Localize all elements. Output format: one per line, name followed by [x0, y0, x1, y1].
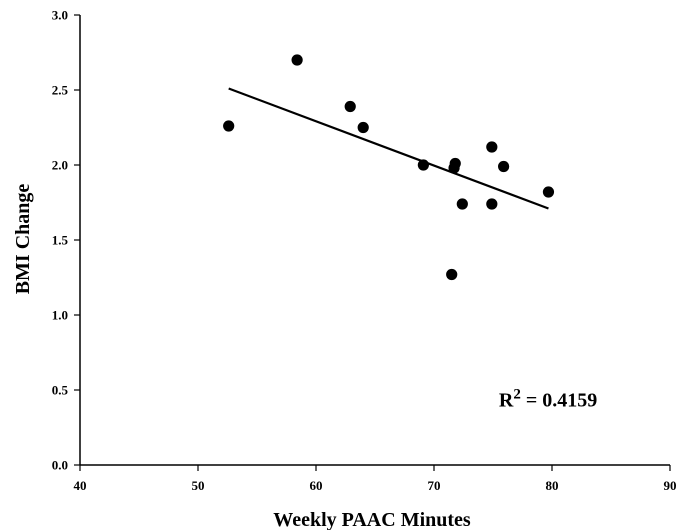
data-point: [542, 186, 555, 198]
data-point: [223, 120, 235, 132]
y-tick-label: 0.0: [52, 458, 68, 473]
x-tick-label: 70: [428, 478, 441, 493]
y-tick-label: 2.0: [52, 158, 68, 173]
x-axis-title: Weekly PAAC Minutes: [273, 509, 471, 530]
r-squared-annotation: R2 = 0.4159: [499, 387, 597, 412]
data-point: [291, 54, 303, 66]
x-tick-label: 40: [74, 478, 87, 493]
y-tick-label: 2.5: [52, 83, 69, 98]
data-point: [417, 159, 429, 171]
tick-marks: [74, 14, 671, 471]
data-points: [223, 54, 555, 281]
trend-line: [228, 87, 549, 210]
x-tick-label: 90: [664, 478, 677, 493]
data-point: [449, 157, 461, 170]
data-point: [456, 198, 468, 210]
y-tick-label: 0.5: [52, 383, 69, 398]
tick-labels: 40 50 60 70 80 90 0.0 0.5 1.0 1.5 2.0 2.5 3.0: [52, 8, 677, 494]
data-point: [344, 100, 356, 113]
x-tick-label: 50: [192, 478, 205, 493]
data-point: [486, 198, 498, 210]
data-point: [357, 121, 369, 134]
y-axis-title: BMI Change: [12, 184, 34, 295]
x-tick-label: 80: [546, 478, 559, 493]
y-tick-label: 1.0: [52, 308, 68, 323]
data-point: [498, 160, 510, 173]
data-point: [446, 268, 458, 281]
y-tick-label: 1.5: [52, 233, 69, 248]
x-tick-label: 60: [310, 478, 323, 493]
y-tick-label: 3.0: [52, 8, 68, 23]
data-point: [486, 141, 498, 153]
